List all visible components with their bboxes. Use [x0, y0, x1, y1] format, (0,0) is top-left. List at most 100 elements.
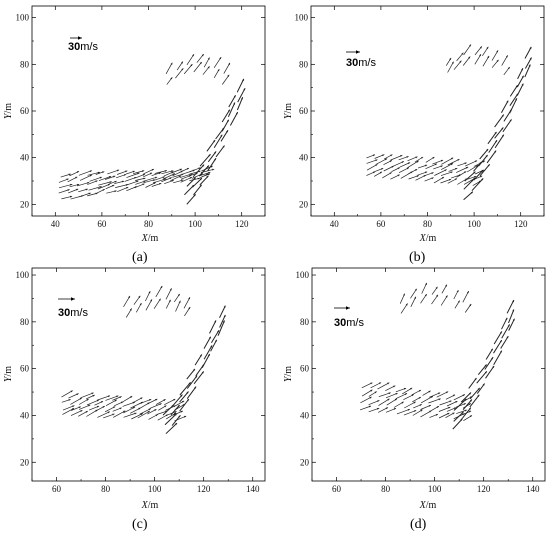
vector-arrow-c-56 [165, 422, 178, 435]
x-tick-label-a-100: 100 [188, 219, 202, 229]
vector-arrow-b-55 [473, 160, 486, 167]
x-tick-label-b-120: 120 [514, 219, 528, 229]
vector-arrow-c-49 [165, 411, 177, 417]
vector-arrow-a-99 [227, 102, 236, 118]
vector-arrow-a-4 [60, 173, 71, 178]
vector-arrow-b-17 [398, 167, 410, 174]
vector-arrow-b-83 [447, 61, 454, 73]
vector-arrow-a-47 [144, 176, 158, 182]
vector-arrow-b-6 [376, 158, 388, 165]
vector-arrow-d-5 [368, 400, 380, 406]
vector-arrow-d-37 [438, 406, 451, 412]
vector-arrow-a-52 [153, 176, 165, 181]
vector-arrow-d-83 [431, 286, 438, 295]
y-tick-label-d-20: 20 [300, 457, 310, 467]
vector-arrow-b-43 [447, 158, 460, 166]
vector-arrow-a-6 [68, 188, 79, 194]
x-tick-label-c-60: 60 [52, 484, 62, 494]
vector-arrow-b-31 [425, 156, 435, 163]
vector-arrow-a-36 [125, 180, 139, 186]
vector-arrow-d-11 [377, 382, 390, 390]
vector-arrow-a-89 [207, 157, 217, 172]
x-tick-label-b-80: 80 [423, 219, 433, 229]
vector-arrow-c-18 [94, 400, 104, 406]
vector-arrow-a-55 [164, 179, 174, 185]
vector-arrow-a-90 [207, 151, 217, 163]
vector-arrow-d-26 [412, 396, 422, 403]
x-axis-label-d: X/m [419, 500, 437, 511]
svg-text:30m/s: 30m/s [334, 317, 364, 329]
vector-arrow-a-111 [196, 53, 204, 63]
vector-arrow-b-87 [462, 56, 471, 66]
vector-arrow-a-117 [223, 62, 231, 74]
vector-arrow-b-0 [366, 171, 376, 176]
vector-arrow-b-81 [524, 57, 532, 69]
vector-arrow-d-61 [476, 383, 486, 394]
vector-arrow-b-20 [408, 175, 419, 180]
vector-arrow-d-21 [404, 401, 416, 409]
vector-arrow-c-27 [112, 396, 122, 401]
vector-arrow-a-102 [237, 87, 246, 103]
vector-arrow-c-65 [186, 386, 197, 399]
panel-label-c: (c) [132, 517, 148, 532]
vector-arrow-b-66 [488, 139, 498, 153]
panel-d: 60 80 100 120 140 20 40 60 80 100 X/m Y/m (d) 30m… [283, 267, 546, 532]
vector-arrow-b-42 [448, 167, 458, 172]
vector-arrow-c-85 [145, 291, 151, 302]
y-tick-label-b-60: 60 [299, 106, 309, 116]
vector-arrow-b-32 [433, 176, 445, 184]
vector-arrow-a-86 [199, 175, 209, 186]
vector-arrow-b-2 [366, 159, 378, 164]
vector-arrow-b-41 [450, 174, 462, 179]
vector-arrow-b-91 [482, 55, 490, 67]
vector-arrow-c-78 [219, 314, 226, 328]
vector-arrow-c-5 [70, 406, 81, 411]
reference-unit-b: m/s [358, 57, 376, 69]
vector-arrow-c-71 [201, 353, 211, 368]
y-tick-label-d-60: 60 [300, 364, 310, 374]
vector-arrow-a-77 [198, 171, 211, 177]
vector-arrow-d-34 [428, 398, 441, 404]
vector-arrow-a-87 [199, 165, 210, 176]
vector-arrow-a-57 [162, 173, 176, 180]
vector-arrow-a-80 [186, 193, 196, 205]
vector-arrow-c-11 [80, 392, 94, 399]
vector-arrow-b-84 [445, 57, 452, 66]
vector-arrow-b-37 [440, 171, 453, 176]
vector-arrow-a-114 [213, 68, 220, 78]
reference-unit-a: m/s [80, 41, 98, 53]
vector-arrow-a-84 [192, 177, 203, 188]
x-axis-label-a: X/m [141, 233, 159, 244]
vector-arrow-a-85 [192, 164, 205, 178]
vector-arrow-a-31 [115, 184, 129, 188]
vector-arrow-a-112 [202, 66, 210, 75]
y-tick-label-a-80: 80 [20, 59, 30, 69]
vector-arrow-b-47 [457, 162, 467, 167]
vector-arrow-d-18 [395, 393, 408, 400]
vector-arrow-c-41 [147, 408, 157, 415]
vector-arrow-b-4 [374, 171, 383, 177]
vector-arrow-d-41 [446, 407, 457, 412]
vector-arrow-c-82 [135, 302, 142, 313]
vector-arrow-a-25 [106, 190, 117, 194]
x-tick-label-c-140: 140 [246, 484, 260, 494]
vector-arrow-d-53 [453, 411, 464, 422]
vector-arrow-b-46 [456, 166, 469, 173]
vector-arrow-a-8 [67, 176, 78, 183]
vector-arrow-a-60 [173, 179, 184, 184]
vector-arrow-c-23 [105, 395, 119, 401]
reference-value-c: 30 [58, 307, 70, 319]
reference-vector-a: 30m/s [68, 36, 98, 53]
vector-arrow-b-90 [474, 46, 483, 56]
vector-arrow-a-64 [170, 168, 183, 174]
x-tick-label-d-80: 80 [381, 484, 391, 494]
vector-arrow-a-28 [104, 175, 116, 180]
vector-arrow-c-79 [219, 305, 226, 319]
vector-arrow-d-66 [485, 348, 494, 360]
vector-arrow-c-22 [105, 399, 117, 407]
vector-arrow-b-63 [478, 154, 488, 167]
panel-label-d: (d) [410, 517, 427, 532]
vector-arrow-a-105 [165, 62, 173, 74]
vector-arrow-d-77 [399, 293, 406, 304]
